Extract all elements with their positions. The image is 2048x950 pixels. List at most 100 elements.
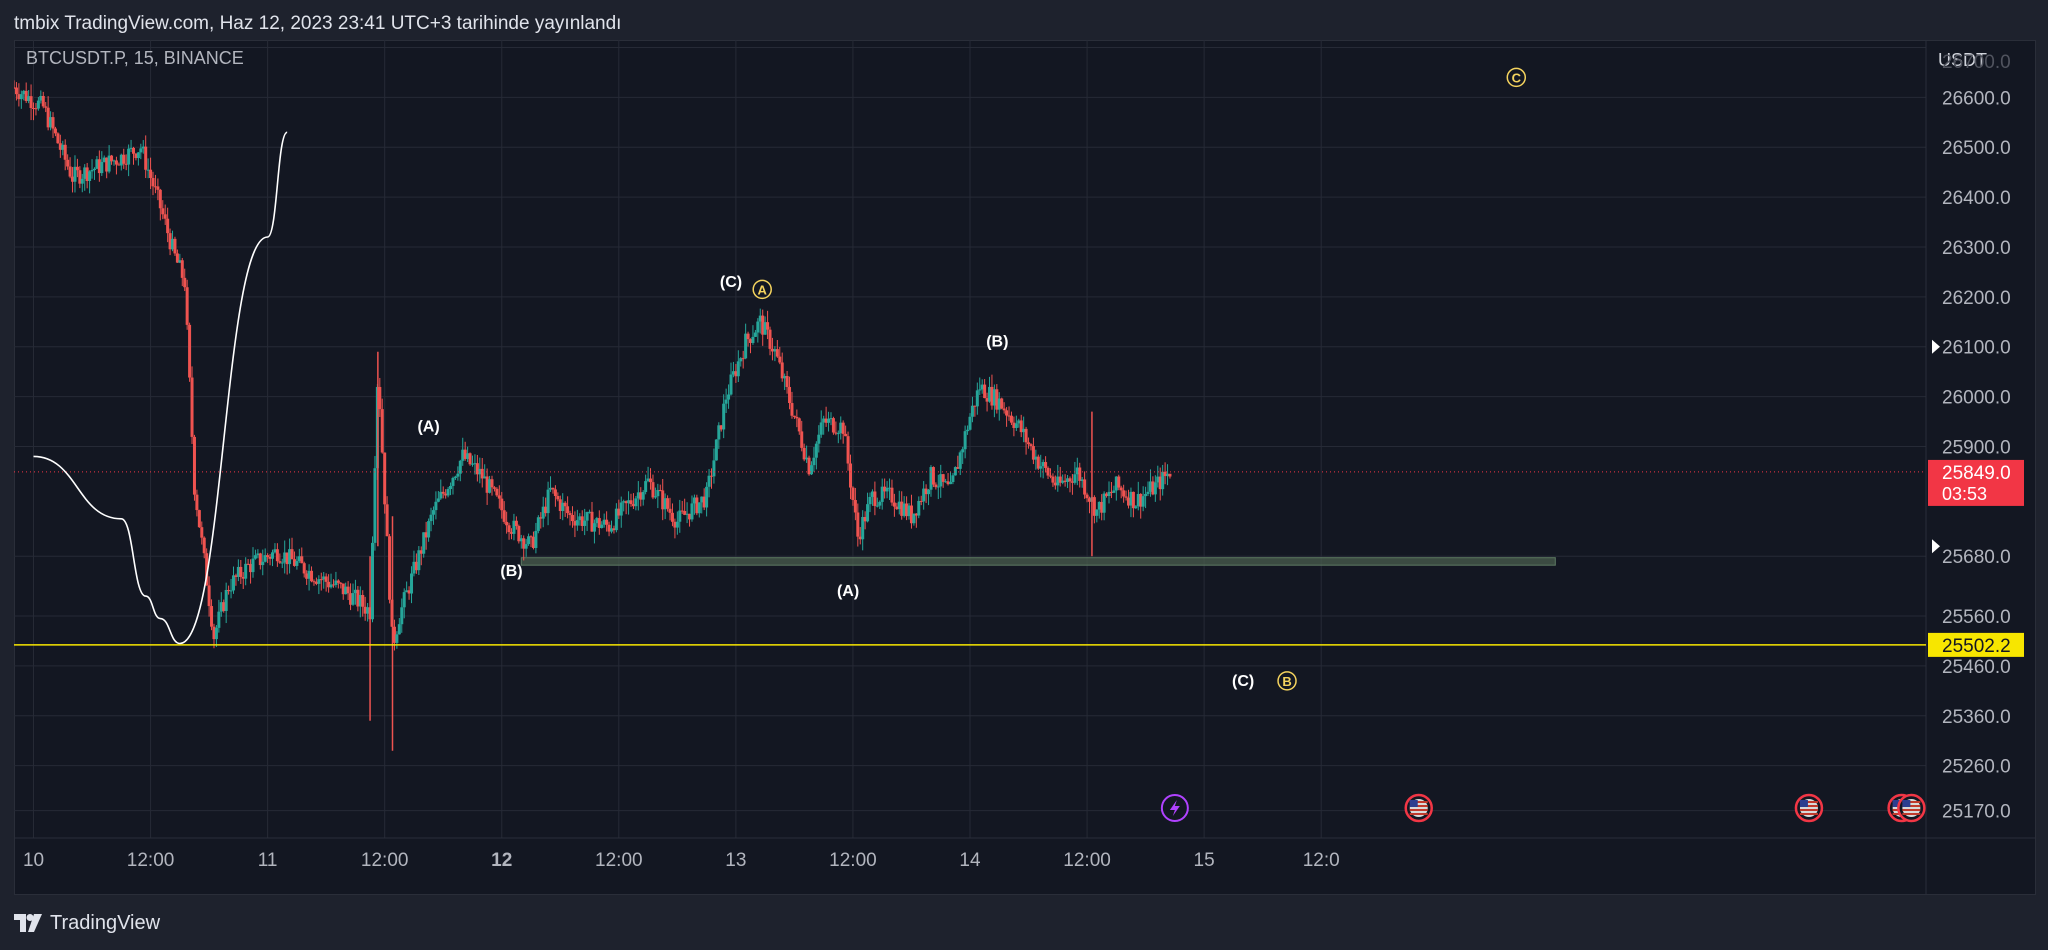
candle-body: [488, 479, 492, 493]
support-price-badge[interactable]: [1928, 632, 2024, 657]
us-flag-stripe: [1409, 801, 1428, 803]
candle-body: [1058, 476, 1062, 483]
candle-body: [844, 433, 848, 437]
candle-body: [192, 436, 196, 495]
candle-body: [400, 607, 404, 625]
candle-body: [1061, 480, 1065, 483]
candle-body: [441, 491, 445, 494]
candle-body: [766, 322, 770, 330]
candle-body: [685, 513, 689, 515]
candle-body: [380, 409, 384, 453]
candle-body: [673, 521, 677, 528]
candle-body: [951, 475, 955, 483]
candle-body: [200, 527, 204, 538]
candle-body: [475, 463, 479, 475]
price-chart[interactable]: (C) A (B) (A) (B) (A) (C) B C 10 12:00 11 12:00 12 12:…: [14, 40, 2036, 895]
candle-body: [758, 315, 762, 322]
price-tick-label: 26300.0: [1942, 238, 2011, 259]
candle-body: [1007, 415, 1011, 417]
candle-body: [519, 538, 523, 542]
candle-body: [856, 512, 860, 537]
candle-body: [461, 449, 465, 461]
candle-body: [268, 556, 272, 559]
candle-body: [388, 536, 392, 600]
candle-body: [205, 553, 209, 586]
candle-body: [22, 90, 26, 95]
candle-body: [1066, 478, 1070, 482]
candle-body: [75, 166, 79, 171]
candle-body: [1056, 476, 1060, 486]
candle-body: [990, 386, 994, 406]
candle-body: [1044, 462, 1048, 468]
candle-body: [836, 433, 840, 435]
candle-body: [144, 146, 148, 170]
brand-name: TradingView: [50, 911, 161, 934]
support-zone-box[interactable]: [520, 557, 1556, 566]
candle-body: [827, 418, 831, 423]
candle-body: [1029, 444, 1033, 447]
candle-body: [958, 452, 962, 469]
candle-body: [1117, 476, 1121, 488]
candle-body: [966, 429, 970, 432]
candle-body: [729, 374, 733, 395]
candle-body: [190, 377, 194, 437]
candle-body: [792, 415, 796, 417]
current-price-badge[interactable]: [1928, 459, 2024, 506]
candle-body: [261, 561, 265, 566]
candle-body: [361, 594, 365, 607]
time-tick-label: 13: [725, 850, 746, 871]
chart-frame: [14, 40, 2036, 895]
candle-body: [1075, 467, 1079, 475]
candle-body: [688, 513, 692, 520]
footer: TradingView: [0, 895, 2048, 950]
candle-body: [266, 555, 270, 557]
candle-body: [888, 487, 892, 489]
candle-body: [588, 511, 592, 513]
wave-label: (B): [986, 334, 1008, 351]
candle-body: [829, 418, 833, 420]
candle-body: [51, 117, 55, 129]
candle-body: [466, 453, 470, 459]
candle-body: [149, 169, 153, 178]
candle-body: [839, 422, 843, 434]
candle-body: [875, 505, 879, 507]
price-scale-marker-icon: [1932, 339, 1940, 354]
candle-body: [914, 513, 918, 516]
candle-body: [1009, 415, 1013, 423]
candle-body: [970, 405, 974, 417]
candle-body: [600, 524, 604, 528]
candle-body: [927, 489, 931, 495]
projection-path[interactable]: [33, 131, 288, 645]
price-tick-label: 26000.0: [1942, 388, 2011, 409]
candle-body: [1146, 491, 1150, 494]
candle-body: [339, 582, 343, 584]
us-flag-canton: [1902, 800, 1911, 807]
candle-body: [1161, 471, 1165, 490]
candle-body: [868, 496, 872, 505]
candle-body: [334, 580, 338, 585]
candle-body: [585, 512, 589, 521]
candle-body: [646, 478, 650, 482]
candle-body: [1095, 509, 1099, 516]
us-flag-stripe: [1902, 805, 1921, 807]
candle-body: [666, 498, 670, 509]
candle-body: [173, 238, 177, 254]
candle-body: [156, 186, 160, 190]
candle-body: [449, 485, 453, 490]
candle-body: [351, 593, 355, 605]
us-flag-canton: [1409, 800, 1418, 807]
wave-label: (C): [720, 274, 742, 291]
tradingview-logo[interactable]: TradingView: [14, 909, 160, 937]
candle-body: [558, 499, 562, 512]
candle-body: [1019, 420, 1023, 433]
candle-body: [327, 581, 331, 588]
candle-body: [649, 478, 653, 483]
candle-body: [675, 521, 679, 528]
candle-body: [53, 128, 57, 134]
candle-body: [1088, 498, 1091, 502]
candle-body: [97, 159, 101, 174]
candle-body: [1063, 480, 1067, 482]
candle-body: [883, 486, 887, 492]
candle-body: [397, 624, 401, 635]
candle-body: [1114, 476, 1118, 491]
